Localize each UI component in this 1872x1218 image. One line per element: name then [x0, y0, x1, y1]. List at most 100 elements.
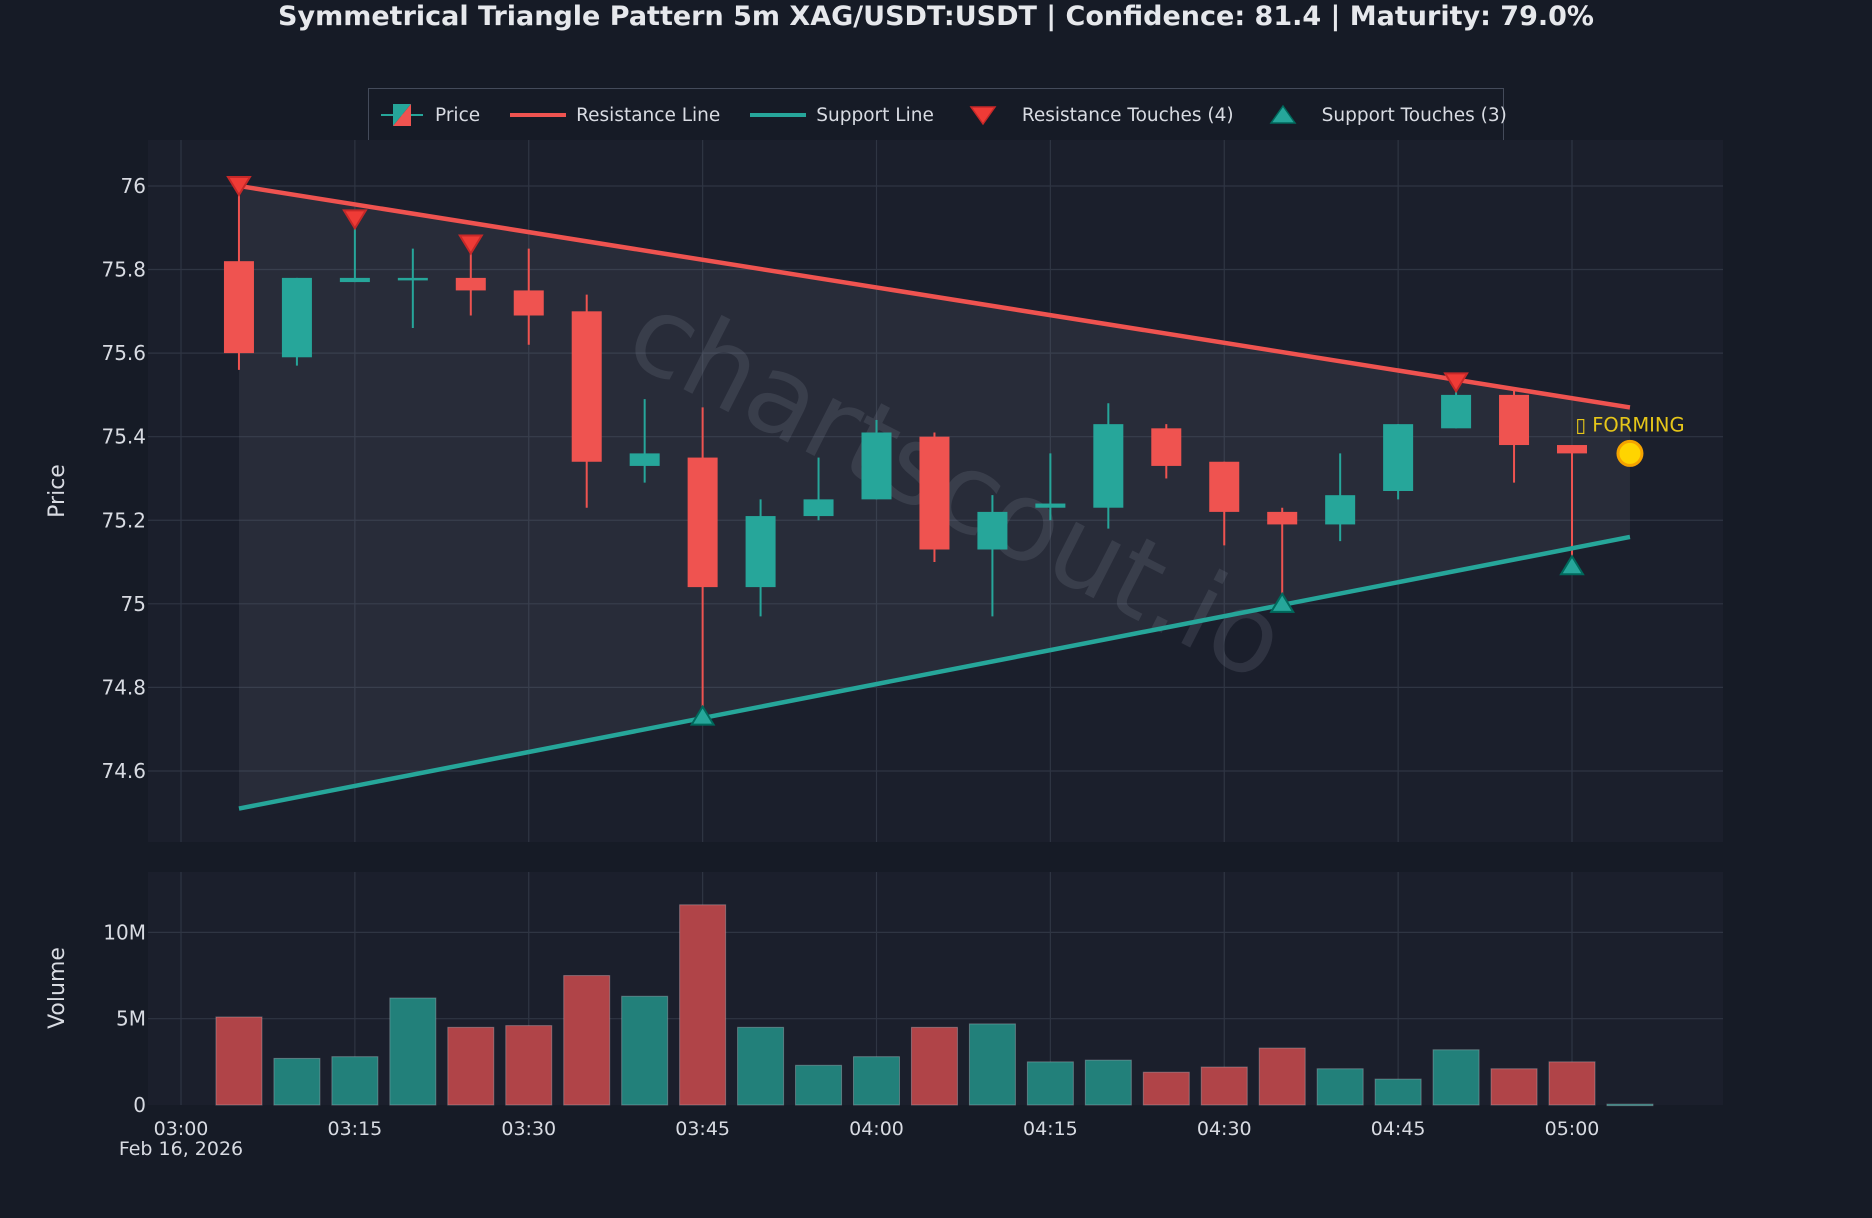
- chart-title: Symmetrical Triangle Pattern 5m XAG/USDT…: [278, 1, 1594, 32]
- candlestick[interactable]: [919, 432, 950, 563]
- volume-bar[interactable]: [331, 1056, 379, 1106]
- forming-marker-icon[interactable]: [1616, 439, 1644, 467]
- candlestick[interactable]: [1441, 382, 1472, 429]
- volume-bar[interactable]: [389, 997, 437, 1106]
- resistance-touch-marker[interactable]: [1443, 372, 1469, 394]
- x-tick-label: 03:15: [327, 1118, 382, 1140]
- red-line-icon: [510, 113, 567, 117]
- candlestick[interactable]: [223, 185, 254, 370]
- candle-body: [223, 261, 254, 354]
- resistance-touch-marker[interactable]: [226, 175, 252, 197]
- volume-bar[interactable]: [968, 1023, 1016, 1106]
- volume-bar[interactable]: [853, 1056, 900, 1106]
- volume-axis-label: Volume: [45, 947, 70, 1029]
- candle-body: [919, 436, 950, 550]
- volume-bar[interactable]: [215, 1016, 263, 1106]
- resistance-touch-marker[interactable]: [342, 209, 368, 231]
- volume-bar[interactable]: [273, 1057, 321, 1106]
- legend-label: Resistance Touches (4): [1021, 104, 1234, 126]
- volume-bar[interactable]: [505, 1025, 553, 1106]
- volume-bar[interactable]: [1490, 1068, 1538, 1106]
- candle-body: [397, 277, 428, 281]
- volume-bar[interactable]: [1200, 1066, 1248, 1106]
- y-tick-label: 75.8: [101, 258, 146, 282]
- volume-bar[interactable]: [1374, 1078, 1422, 1106]
- price-axis-label: Price: [45, 464, 70, 518]
- volume-bar[interactable]: [447, 1026, 495, 1106]
- candle-body: [745, 516, 776, 588]
- candle-body: [1325, 495, 1356, 525]
- candlestick[interactable]: [1035, 453, 1066, 521]
- candlestick[interactable]: [397, 248, 428, 329]
- candlestick[interactable]: [977, 495, 1008, 617]
- legend-item-support-touches[interactable]: Support Touches (3): [1268, 104, 1527, 126]
- candlestick[interactable]: [1325, 453, 1356, 542]
- volume-bar[interactable]: [1606, 1103, 1654, 1107]
- candlestick[interactable]: [629, 399, 660, 483]
- candlestick[interactable]: [1499, 390, 1530, 483]
- x-tick-label: 03:30: [501, 1118, 556, 1140]
- x-tick-label: 04:45: [1371, 1118, 1426, 1140]
- candle-body: [1383, 424, 1414, 491]
- candlestick[interactable]: [1383, 424, 1414, 500]
- candlestick[interactable]: [513, 248, 544, 345]
- volume-plot: 03:00 03:15 03:30 03:45 04:00 04:15 04:30 04:45…: [103, 872, 1723, 1140]
- candle-body: [803, 499, 834, 517]
- resistance-touch-marker[interactable]: [458, 234, 484, 256]
- volume-bar[interactable]: [679, 904, 727, 1106]
- candlestick[interactable]: [803, 457, 834, 521]
- candlestick[interactable]: [1151, 424, 1182, 479]
- candlestick[interactable]: [281, 277, 312, 366]
- candlestick[interactable]: [861, 419, 892, 500]
- candle-body: [687, 457, 718, 588]
- candle-body: [571, 311, 602, 462]
- legend-label: Support Touches (3): [1321, 104, 1507, 126]
- volume-bar[interactable]: [1258, 1047, 1306, 1106]
- forming-label: ▯ FORMING: [1575, 413, 1684, 436]
- candlestick[interactable]: [455, 244, 486, 316]
- candle-body: [1267, 511, 1298, 525]
- volume-bar[interactable]: [1026, 1061, 1074, 1106]
- price-plot: 74.674.87575.275.475.675.876chartscout.i…: [101, 140, 1723, 842]
- support-touch-marker[interactable]: [1269, 591, 1295, 613]
- volume-bar[interactable]: [563, 975, 611, 1106]
- legend-item-price[interactable]: Price: [379, 102, 500, 128]
- volume-bar[interactable]: [737, 1026, 785, 1106]
- legend-item-resistance-touches[interactable]: Resistance Touches (4): [968, 104, 1254, 126]
- candle-body: [1151, 428, 1182, 466]
- legend-item-support-line[interactable]: Support Line: [750, 105, 954, 126]
- legend-item-resistance-line[interactable]: Resistance Line: [510, 105, 740, 126]
- candle-body: [1441, 394, 1472, 429]
- support-touch-marker[interactable]: [1559, 554, 1585, 576]
- candle-body: [1557, 445, 1587, 454]
- y-tick-label: 75.2: [101, 508, 146, 532]
- candlestick[interactable]: [687, 407, 718, 717]
- volume-bar[interactable]: [795, 1064, 843, 1106]
- candlestick-icon: [381, 104, 423, 126]
- volume-bar[interactable]: [1432, 1049, 1480, 1106]
- chart-legend: Price Resistance Line Support Line Resis…: [368, 88, 1507, 142]
- y-tick-label: 75.6: [101, 341, 146, 365]
- candle-body: [1035, 503, 1066, 508]
- volume-bar[interactable]: [1316, 1068, 1364, 1106]
- legend-label: Resistance Line: [576, 104, 721, 126]
- candlestick[interactable]: [1209, 461, 1240, 546]
- candlestick[interactable]: [1267, 507, 1298, 604]
- y-tick-label: 5M: [116, 1007, 146, 1031]
- support-touch-marker[interactable]: [689, 704, 716, 726]
- candlestick[interactable]: [1093, 403, 1124, 529]
- volume-bar[interactable]: [910, 1026, 958, 1106]
- candle-body: [339, 277, 370, 283]
- candlestick[interactable]: [745, 499, 776, 617]
- candlestick[interactable]: [571, 294, 602, 508]
- legend-label: Price: [435, 104, 481, 126]
- volume-bar[interactable]: [1084, 1059, 1132, 1106]
- candle-body: [1093, 424, 1124, 508]
- volume-bar[interactable]: [1142, 1071, 1190, 1106]
- x-tick-label: 04:00: [849, 1118, 904, 1140]
- y-tick-label: 75.4: [101, 425, 146, 449]
- candle-body: [629, 453, 660, 466]
- volume-bar[interactable]: [1548, 1061, 1596, 1106]
- volume-bar[interactable]: [621, 995, 669, 1106]
